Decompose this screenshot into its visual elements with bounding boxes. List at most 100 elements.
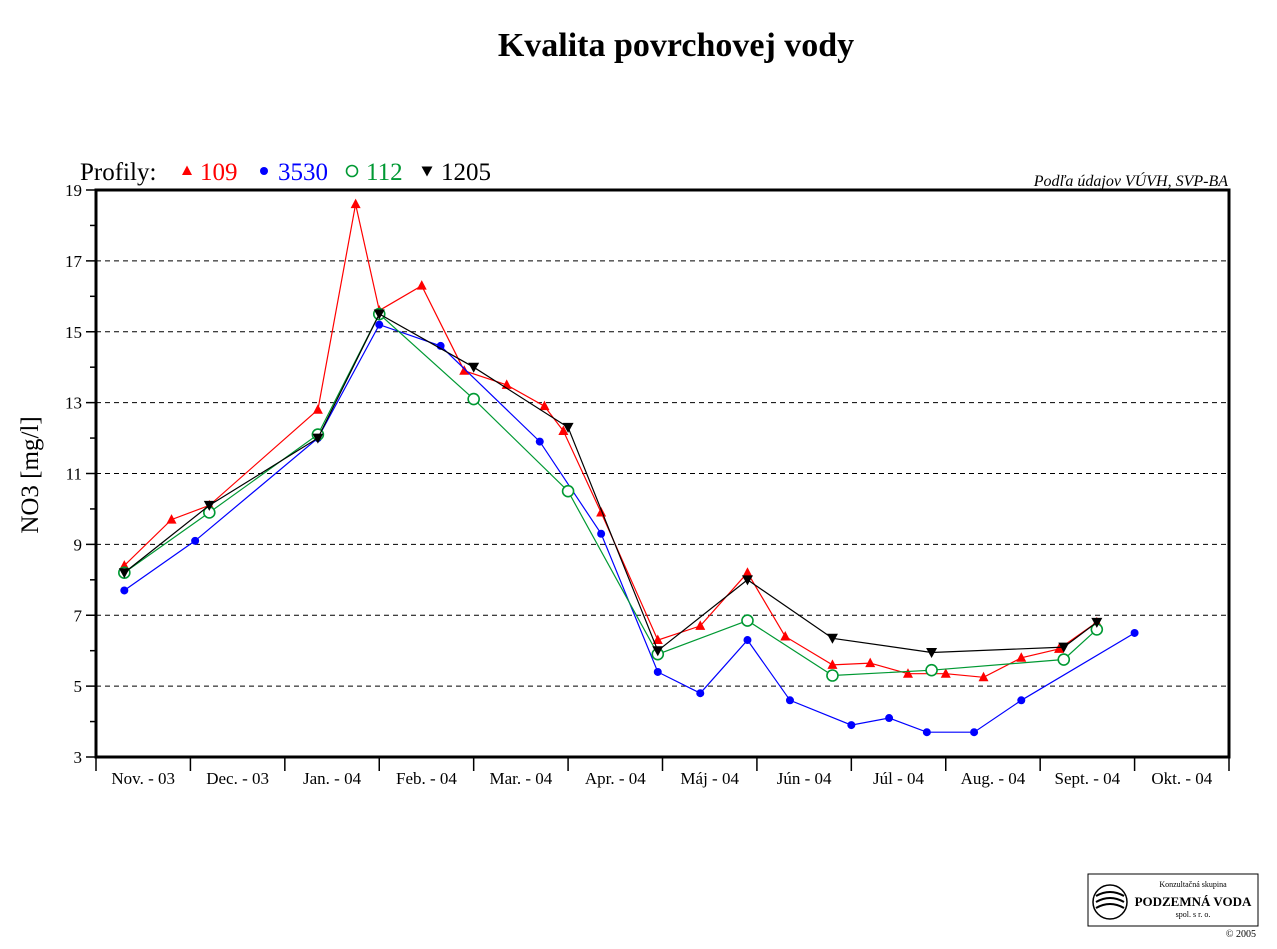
y-tick-label: 5: [74, 677, 83, 696]
data-point-1205: [562, 422, 574, 433]
y-tick-label: 19: [65, 181, 82, 200]
data-point-109: [459, 365, 470, 375]
logo-line-1: Konzultačná skupina: [1159, 880, 1227, 889]
data-point-109: [695, 620, 706, 630]
legend-label-3530: 3530: [278, 159, 328, 186]
data-point-1205: [312, 433, 324, 444]
legend-marker-112: [345, 164, 359, 178]
y-tick-label: 7: [74, 606, 83, 625]
series-line-3530: [123, 323, 1135, 733]
data-point-3530: [597, 529, 606, 538]
y-tick-label: 13: [65, 394, 82, 413]
series-line-1205: [123, 313, 1098, 654]
data-point-3530: [191, 536, 200, 545]
data-point-3530: [885, 714, 894, 723]
data-point-109: [780, 631, 791, 641]
data-point-3530: [696, 689, 705, 698]
legend-marker-1205: [421, 166, 433, 177]
logo-emblem-icon: [1092, 884, 1128, 920]
data-point-109: [978, 671, 989, 682]
series-line-112: [123, 313, 1098, 677]
copyright: © 2005: [1226, 929, 1256, 940]
series-1205: [118, 309, 1103, 658]
data-point-3530: [375, 320, 384, 329]
x-tick-label: Jan. - 04: [303, 769, 362, 788]
x-tick-label: Aug. - 04: [961, 769, 1026, 788]
data-point-1205: [468, 362, 480, 373]
data-point-3530: [653, 667, 662, 676]
data-point-109: [940, 668, 951, 678]
data-point-3530: [120, 586, 129, 595]
data-point-109: [312, 404, 323, 414]
data-point-112: [467, 392, 480, 406]
data-point-1205: [1058, 642, 1070, 653]
x-tick-label: Júl - 04: [873, 769, 925, 788]
data-point-109: [902, 668, 913, 678]
legend-marker-3530: [260, 167, 268, 175]
x-tick-label: Apr. - 04: [585, 769, 646, 788]
data-point-109: [827, 659, 838, 669]
series-109: [119, 198, 1102, 682]
data-point-109: [742, 567, 753, 577]
series-line-109: [123, 204, 1098, 678]
logo-line-2: PODZEMNÁ VODA: [1135, 894, 1252, 909]
y-tick-label: 3: [74, 748, 83, 767]
data-point-3530: [922, 728, 931, 737]
data-point-3530: [970, 728, 979, 737]
data-point-109: [1016, 652, 1027, 662]
data-point-3530: [785, 696, 794, 705]
data-point-3530: [1017, 696, 1026, 705]
data-point-3530: [535, 437, 544, 446]
logo-frame: [1087, 873, 1259, 927]
data-point-112: [1057, 653, 1071, 666]
source-note: Podľa údajov VÚVH, SVP-BA: [1033, 171, 1228, 190]
data-point-1205: [373, 309, 385, 320]
data-point-112: [826, 669, 839, 682]
legend: Profily: 109 3530 112 1205: [80, 159, 491, 186]
series-112: [118, 307, 1104, 682]
data-point-1205: [118, 568, 130, 579]
data-point-109: [416, 280, 427, 290]
x-tick-label: Feb. - 04: [396, 769, 457, 788]
data-point-109: [865, 657, 876, 668]
x-tick-label: Máj - 04: [680, 769, 739, 788]
data-point-112: [561, 484, 575, 498]
data-point-109: [1054, 643, 1065, 653]
logo-line-3: spol. s r. o.: [1176, 910, 1211, 919]
x-tick-label: Nov. - 03: [111, 769, 175, 788]
series-layer: [118, 198, 1139, 737]
legend-marker-109: [182, 165, 192, 175]
data-point-3530: [743, 636, 752, 645]
company-logo: Konzultačná skupina PODZEMNÁ VODA spol. …: [1087, 873, 1259, 927]
y-axis-label: NO3 [mg/l]: [17, 416, 44, 533]
legend-label-1205: 1205: [441, 159, 491, 186]
chart-title: Kvalita povrchovej vody: [498, 27, 854, 64]
x-axis: Nov. - 03 Dec. - 03 Jan. - 04 Feb. - 04 Mar.…: [95, 757, 1230, 788]
data-point-109: [166, 514, 177, 524]
data-point-1205: [826, 633, 838, 644]
y-tick-label: 9: [74, 535, 83, 554]
data-point-112: [741, 614, 754, 627]
data-point-1205: [741, 575, 753, 586]
y-tick-label: 11: [66, 465, 82, 484]
data-point-1205: [652, 646, 664, 657]
x-tick-label: Mar. - 04: [489, 769, 552, 788]
y-tick-label: 15: [65, 323, 82, 342]
data-point-1205: [926, 647, 938, 658]
y-tick-label: 17: [65, 252, 83, 271]
data-point-112: [925, 663, 938, 677]
data-point-109: [596, 506, 607, 517]
x-tick-label: Jún - 04: [777, 769, 832, 788]
data-point-1205: [203, 500, 215, 511]
x-tick-label: Okt. - 04: [1151, 769, 1212, 788]
data-point-3530: [847, 721, 856, 730]
series-3530: [120, 320, 1139, 737]
data-point-109: [539, 400, 550, 411]
data-point-109: [558, 425, 569, 435]
grid-lines: [96, 260, 1229, 687]
legend-prefix: Profily:: [80, 159, 156, 186]
y-axis: 3 5 7 9 11 13 15 17 19: [65, 181, 96, 767]
data-point-3530: [1130, 628, 1139, 637]
data-point-1205: [1091, 617, 1103, 628]
